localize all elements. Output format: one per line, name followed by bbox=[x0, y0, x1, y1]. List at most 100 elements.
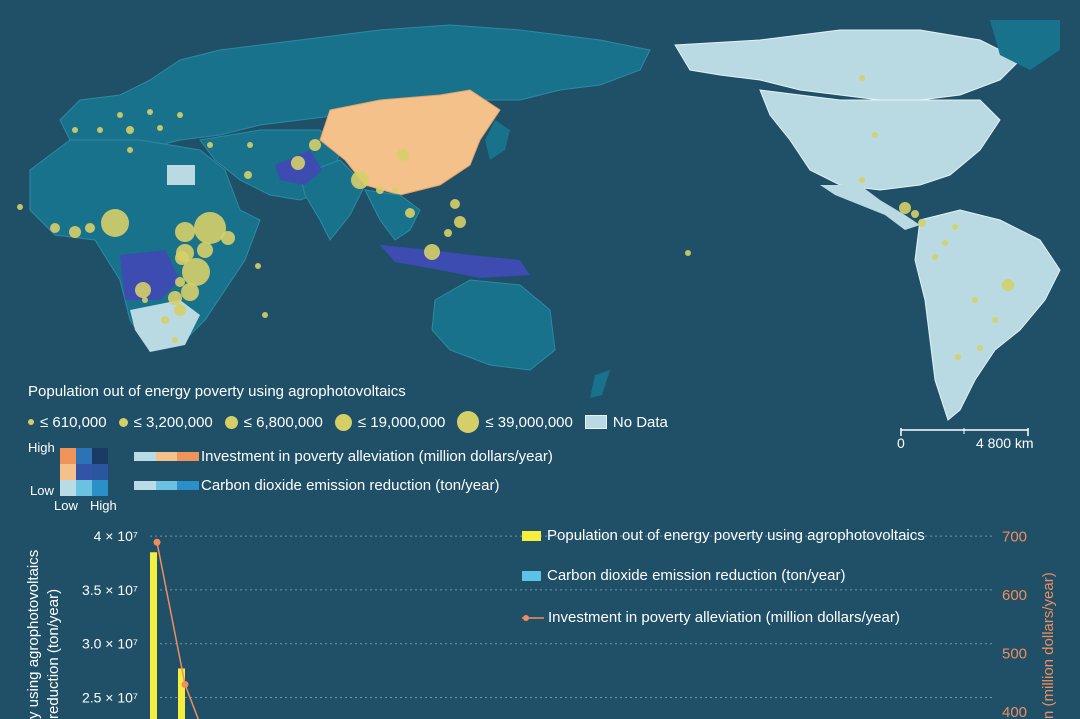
population-bars bbox=[150, 552, 185, 719]
legend-investment-label: Investment in poverty alleviation (milli… bbox=[548, 609, 900, 626]
population-dot bbox=[918, 219, 926, 227]
no-data-label: No Data bbox=[612, 413, 668, 431]
population-dot bbox=[397, 149, 409, 161]
size-class-4: ≤ 19,000,000 bbox=[334, 413, 446, 431]
population-dot bbox=[405, 208, 415, 218]
population-dot bbox=[942, 240, 948, 246]
population-dot bbox=[168, 291, 182, 305]
population-dot bbox=[255, 263, 261, 269]
population-dot bbox=[244, 171, 252, 179]
investment-legend-label: Investment in poverty alleviation (milli… bbox=[201, 448, 553, 465]
size-dot-5 bbox=[457, 411, 480, 433]
population-dot bbox=[955, 354, 961, 360]
gradient-step bbox=[155, 452, 178, 461]
size-dot-4 bbox=[334, 413, 352, 431]
chart: 2.5 × 10⁷ 3.0 × 10⁷ 3.5 × 10⁷ 4 × 10⁷ 400 50… bbox=[25, 528, 1057, 719]
population-dot bbox=[117, 112, 123, 118]
gradient-step bbox=[134, 481, 156, 490]
right-axis-ticks: 400 500 600 700 bbox=[1002, 528, 1027, 719]
left-tick-label: 4 × 10⁷ bbox=[94, 528, 138, 544]
investment-point bbox=[181, 680, 189, 688]
size-class-2: ≤ 3,200,000 bbox=[118, 413, 213, 431]
population-swatch bbox=[522, 530, 541, 541]
population-dot bbox=[207, 142, 213, 148]
population-dot bbox=[161, 316, 169, 324]
size-class-label: ≤ 610,000 bbox=[40, 413, 107, 431]
population-dots bbox=[17, 75, 1014, 360]
scale-start-label: 0 bbox=[897, 435, 905, 451]
bivariate-cell bbox=[92, 464, 108, 480]
population-dot bbox=[126, 126, 134, 134]
population-dot bbox=[309, 139, 321, 151]
bivariate-cell bbox=[92, 480, 108, 496]
bivariate-cell bbox=[60, 464, 76, 480]
population-bar bbox=[150, 552, 157, 719]
right-tick-label: 500 bbox=[1002, 645, 1027, 662]
population-dot bbox=[50, 223, 60, 233]
region-indonesia bbox=[380, 245, 530, 278]
population-dot bbox=[147, 109, 153, 115]
legend-carbon-label: Carbon dioxide emission reduction (ton/y… bbox=[547, 567, 846, 584]
map-legend-title: Population out of energy poverty using a… bbox=[28, 383, 406, 400]
population-dot bbox=[952, 224, 958, 230]
population-dot bbox=[101, 209, 129, 237]
population-dot bbox=[932, 254, 938, 260]
scale-bar-line bbox=[900, 428, 1029, 436]
population-dot bbox=[972, 297, 978, 303]
population-bar bbox=[178, 668, 185, 719]
left-axis-ticks: 2.5 × 10⁷ 3.0 × 10⁷ 3.5 × 10⁷ 4 × 10⁷ bbox=[82, 528, 138, 705]
chart-grid bbox=[150, 535, 995, 698]
population-dot bbox=[977, 345, 983, 351]
carbon-swatch bbox=[522, 570, 541, 581]
investment-swatch bbox=[522, 614, 544, 621]
bivariate-grid bbox=[60, 448, 108, 496]
world-map bbox=[17, 20, 1061, 421]
size-legend: ≤ 610,000 ≤ 3,200,000 ≤ 6,800,000 ≤ 19,0… bbox=[28, 410, 680, 434]
region-greenland bbox=[990, 20, 1060, 70]
investment-line bbox=[153, 538, 200, 719]
size-dot-3 bbox=[224, 415, 238, 429]
population-dot bbox=[454, 216, 466, 228]
gradient-step bbox=[134, 452, 156, 461]
bivariate-legend: High Low Low High bbox=[28, 440, 128, 515]
investment-gradient bbox=[134, 452, 200, 461]
population-dot bbox=[221, 231, 235, 245]
region-europe-russia bbox=[59, 24, 651, 151]
population-dot bbox=[17, 204, 23, 210]
population-dot bbox=[175, 277, 185, 287]
region-southeast-asia bbox=[364, 189, 421, 241]
carbon-legend-label: Carbon dioxide emission reduction (ton/y… bbox=[201, 477, 500, 494]
investment-legend: Investment in poverty alleviation (milli… bbox=[134, 448, 553, 465]
population-dot bbox=[194, 212, 226, 244]
legend-investment: Investment in poverty alleviation (milli… bbox=[522, 609, 900, 626]
size-class-label: ≤ 39,000,000 bbox=[485, 413, 573, 431]
gradient-step bbox=[177, 481, 200, 490]
size-class-label: ≤ 3,200,000 bbox=[133, 413, 213, 431]
population-dot bbox=[181, 283, 199, 301]
left-tick-label: 2.5 × 10⁷ bbox=[82, 689, 138, 705]
right-axis-label: n (million dollars/year) bbox=[1040, 572, 1057, 719]
size-class-label: ≤ 19,000,000 bbox=[357, 413, 446, 431]
population-dot bbox=[262, 312, 268, 318]
bivar-high-label: High bbox=[28, 440, 55, 455]
population-dot bbox=[85, 223, 95, 233]
legend-population: Population out of energy poverty using a… bbox=[522, 527, 925, 544]
investment-point bbox=[153, 538, 161, 546]
size-class-label: ≤ 6,800,000 bbox=[243, 413, 323, 431]
region-australia bbox=[431, 279, 556, 371]
no-data-item: No Data bbox=[584, 413, 668, 431]
region-africa bbox=[29, 139, 261, 351]
population-dot bbox=[97, 127, 103, 133]
left-tick-label: 3.0 × 10⁷ bbox=[82, 636, 138, 652]
size-dot-1 bbox=[28, 419, 34, 425]
population-dot bbox=[291, 156, 305, 170]
population-dot bbox=[351, 171, 369, 189]
population-dot bbox=[172, 337, 178, 343]
left-axis-label-line1: y using agrophotovoltaics bbox=[25, 550, 42, 719]
population-dot bbox=[859, 177, 865, 183]
scale-bar: 0 4 800 km bbox=[897, 428, 1034, 456]
population-dot bbox=[72, 127, 78, 133]
right-tick-label: 400 bbox=[1002, 704, 1027, 719]
legend-population-label: Population out of energy poverty using a… bbox=[547, 527, 925, 544]
bivariate-cell bbox=[76, 464, 92, 480]
